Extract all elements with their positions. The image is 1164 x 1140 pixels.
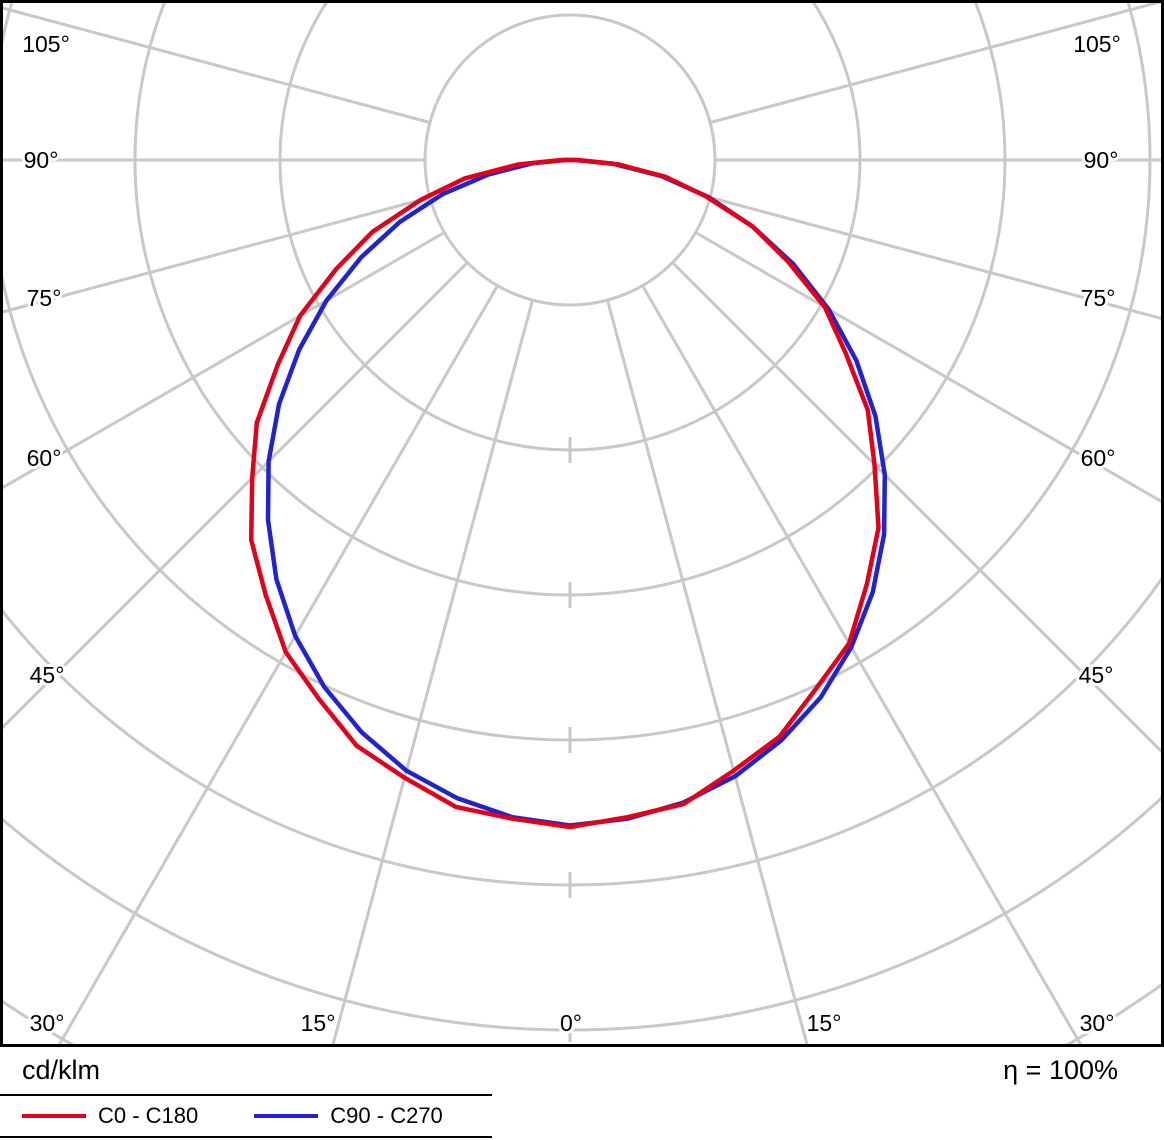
legend-item-c90-c270: C90 - C270 (254, 1103, 443, 1129)
curve-c0-c180 (248, 157, 881, 830)
legend: C0 - C180 C90 - C270 (0, 1094, 492, 1138)
angle-tick-label: 90° (1084, 147, 1119, 173)
radial-line (0, 231, 446, 491)
radial-line (0, 261, 469, 733)
radial-line (641, 284, 1138, 1140)
legend-swatch-c0-c180 (22, 1114, 86, 1118)
grid-ring (0, 980, 1164, 1140)
radial-line (709, 0, 1164, 124)
grid-ring (0, 0, 1152, 742)
angle-tick-label: 45° (30, 662, 65, 688)
legend-label-c0-c180: C0 - C180 (98, 1103, 199, 1128)
angle-tick-label: 105° (1073, 31, 1121, 57)
angle-tick-label: 105° (22, 31, 70, 57)
footer-row: cd/klm η = 100% (0, 1054, 1164, 1086)
radial-line (671, 261, 1164, 757)
legend-label-c90-c270: C90 - C270 (330, 1103, 443, 1128)
radial-line (606, 299, 835, 1140)
angle-tick-label: 15° (807, 1010, 842, 1036)
legend-swatch-c90-c270 (254, 1114, 319, 1118)
grid-ring (0, 0, 1164, 1047)
radial-line (0, 196, 431, 315)
radial-line (709, 196, 1164, 321)
angle-tick-label: 45° (1079, 662, 1114, 688)
efficiency-label: η = 100% (1003, 1055, 1118, 1085)
chart-frame (0, 0, 1164, 1047)
angle-tick-label: 75° (1081, 285, 1116, 311)
angle-tick-label: 90° (24, 147, 59, 173)
angle-tick-label: 0° (560, 1010, 582, 1036)
legend-item-c0-c180: C0 - C180 (22, 1103, 198, 1129)
angle-tick-label: 30° (1080, 1010, 1115, 1036)
grid-ring (0, 572, 1164, 887)
grid-ring (133, 0, 1007, 597)
units-label: cd/klm (22, 1055, 101, 1085)
angle-tick-label: 15° (301, 1010, 336, 1036)
grid-ring (0, 793, 1164, 1032)
radial-line (694, 231, 1164, 505)
angle-tick-label: 75° (27, 285, 62, 311)
radial-line (2, 284, 499, 1140)
radial-line (0, 5, 431, 124)
grid-ring (278, 0, 862, 452)
radial-line (305, 299, 534, 1140)
angle-tick-label: 30° (30, 1010, 65, 1036)
curve-c90-c270 (265, 157, 888, 828)
angle-tick-label: 60° (27, 445, 62, 471)
angle-tick-label: 60° (1081, 445, 1116, 471)
